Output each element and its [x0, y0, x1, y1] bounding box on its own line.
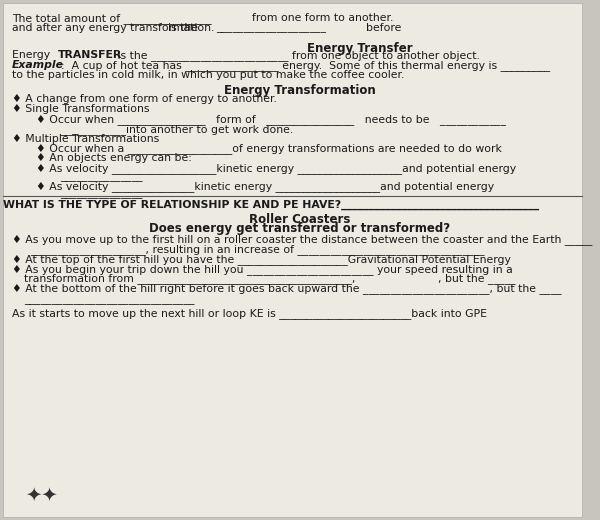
Text: Does energy get transferred or transformed?: Does energy get transferred or transform… [149, 222, 451, 235]
Text: ♦ As you move up to the first hill on a roller coaster the distance between the : ♦ As you move up to the first hill on a … [12, 234, 592, 245]
FancyBboxPatch shape [3, 3, 582, 517]
Text: TRANSFER: TRANSFER [58, 50, 122, 60]
Text: ♦ At the bottom of the hill right before it goes back upward the _______________: ♦ At the bottom of the hill right before… [12, 283, 562, 294]
Text: from one form to another.: from one form to another. [252, 13, 394, 23]
Text: Energy Transfer: Energy Transfer [307, 42, 413, 55]
Text: ♦ Occur when ________________   form of   ________________   needs to be   _____: ♦ Occur when ________________ form of __… [36, 114, 506, 125]
Text: Energy: Energy [12, 50, 53, 60]
Text: Energy Transformation: Energy Transformation [224, 84, 376, 97]
Text: ♦ As you begin your trip down the hill you _______________________ your speed re: ♦ As you begin your trip down the hill y… [12, 264, 513, 275]
Text: ✦✦: ✦✦ [26, 485, 58, 504]
Text: ♦ Single Transformations: ♦ Single Transformations [12, 104, 149, 114]
Text: ____________into another to get work done.: ____________into another to get work don… [60, 124, 293, 135]
Text: _______________: _______________ [60, 189, 143, 199]
Text: _______________: _______________ [60, 172, 143, 181]
Text: As it starts to move up the next hill or loop KE is ________________________back: As it starts to move up the next hill or… [12, 308, 487, 319]
Text: ♦ At the top of the first hill you have the ____________________Gravitational Po: ♦ At the top of the first hill you have … [12, 254, 511, 265]
Text: Roller Coasters: Roller Coasters [250, 213, 350, 226]
Text: is the _________________________ from one object to another object.: is the _________________________ from on… [113, 50, 479, 61]
Text: _______________________________: _______________________________ [24, 295, 194, 305]
Text: ♦ A change from one form of energy to another.: ♦ A change from one form of energy to an… [12, 94, 277, 104]
Text: Example: Example [12, 60, 64, 70]
Text: The total amount of ________________: The total amount of ________________ [12, 13, 212, 24]
Text: ♦ Occur when a ___________________of energy transformations are needed to do wor: ♦ Occur when a ___________________of ene… [36, 144, 502, 154]
Text: ♦ As velocity _______________kinetic energy ___________________and potential ene: ♦ As velocity _______________kinetic ene… [36, 181, 494, 192]
Text: ♦ Multiple Transformations: ♦ Multiple Transformations [12, 134, 159, 144]
Text: before: before [366, 23, 401, 33]
Text: ♦ As velocity ___________________kinetic energy ___________________and potential: ♦ As velocity ___________________kinetic… [36, 163, 516, 174]
Text: , but the _____: , but the _____ [438, 274, 515, 284]
Text: :  A cup of hot tea has _________________ energy.  Some of this thermal energy i: : A cup of hot tea has _________________… [61, 60, 550, 71]
Text: to the particles in cold milk, in which you put to make the coffee cooler.: to the particles in cold milk, in which … [12, 70, 404, 80]
Text: transformation from _______________________________________,: transformation from ____________________… [24, 274, 355, 284]
Text: _____________________, resulting in an increase of _____________________________: _____________________, resulting in an i… [30, 244, 485, 255]
Text: WHAT IS THE TYPE OF RELATIONSHIP KE AND PE HAVE?________________________________: WHAT IS THE TYPE OF RELATIONSHIP KE AND … [3, 200, 539, 210]
Text: ♦ An objects energy can be:: ♦ An objects energy can be: [36, 153, 192, 163]
Text: is the: is the [168, 23, 198, 33]
Text: ____________________: ____________________ [216, 23, 326, 33]
Text: and after any energy transformation.: and after any energy transformation. [12, 23, 214, 33]
